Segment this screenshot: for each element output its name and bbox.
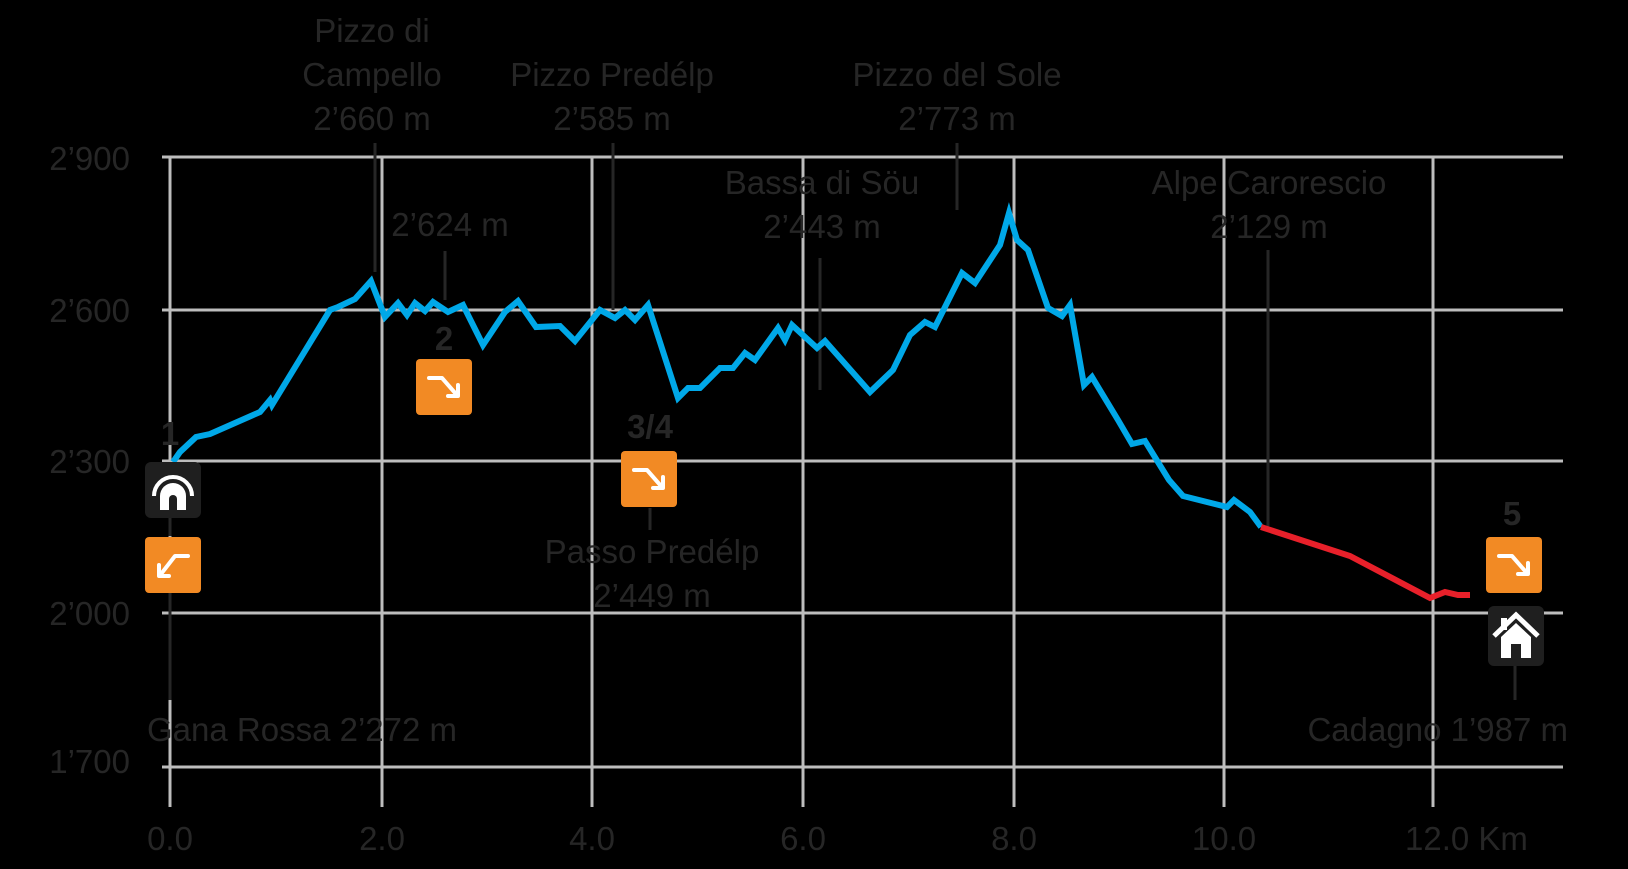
label-passo-1: Passo Predélp (545, 533, 760, 570)
x-tick: 0.0 (147, 820, 193, 857)
y-tick: 2’900 (49, 140, 130, 177)
label-predelp-2: 2’585 m (553, 100, 670, 137)
grid (162, 155, 1563, 807)
label-2624: 2’624 m (391, 206, 508, 243)
x-tick: 6.0 (780, 820, 826, 857)
label-sole-1: Pizzo del Sole (852, 56, 1061, 93)
label-caroresio-2: 2’129 m (1210, 208, 1327, 245)
label-passo-2: 2’449 m (593, 577, 710, 614)
x-tick: 10.0 (1192, 820, 1256, 857)
waypoint-numbers: 1 2 3/4 5 (161, 320, 1521, 532)
waypoint-2: 2 (435, 320, 453, 357)
y-tick: 1’700 (49, 743, 130, 780)
label-gana: Gana Rossa 2’272 m (147, 711, 457, 748)
arrow-turn-down-left-icon (157, 554, 190, 578)
x-tick: 8.0 (991, 820, 1037, 857)
label-predelp-1: Pizzo Predélp (510, 56, 714, 93)
profile-line-main (170, 202, 1264, 529)
turn-marker-5[interactable] (1486, 537, 1542, 593)
x-axis: 0.0 2.0 4.0 6.0 8.0 10.0 12.0 Km (147, 820, 1528, 857)
label-campello-3: 2’660 m (313, 100, 430, 137)
label-caroresio-1: Alpe Carorescio (1152, 164, 1387, 201)
profile-line-final (1260, 524, 1470, 602)
x-tick: 4.0 (569, 820, 615, 857)
arrow-turn-down-right-icon (1497, 554, 1530, 576)
tunnel-icon (152, 475, 194, 510)
start-marker[interactable] (145, 462, 201, 518)
x-tick: 2.0 (359, 820, 405, 857)
arrow-turn-down-right-icon (427, 376, 460, 398)
waypoint-1: 1 (161, 415, 179, 452)
waypoint-3-4: 3/4 (627, 408, 674, 445)
label-campello-2: Campello (302, 56, 441, 93)
turn-marker-3-4[interactable] (621, 451, 677, 507)
annotations: Pizzo di Campello 2’660 m Pizzo Predélp … (147, 12, 1568, 748)
y-tick: 2’300 (49, 443, 130, 480)
waypoint-5: 5 (1503, 495, 1521, 532)
arrow-turn-down-right-icon (632, 468, 665, 490)
label-bassa-1: Bassa di Söu (725, 164, 919, 201)
house-icon (1492, 611, 1540, 658)
label-sole-2: 2’773 m (898, 100, 1015, 137)
leader-lines (168, 143, 1517, 700)
label-campello-1: Pizzo di (314, 12, 430, 49)
y-axis: 2’900 2’600 2’300 2’000 1’700 (49, 140, 130, 780)
turn-marker-2[interactable] (416, 359, 472, 415)
y-tick: 2’600 (49, 292, 130, 329)
y-tick: 2’000 (49, 595, 130, 632)
label-bassa-2: 2’443 m (763, 208, 880, 245)
label-cadagno: Cadagno 1’987 m (1307, 711, 1568, 748)
x-tick: 12.0 Km (1405, 820, 1528, 857)
turn-marker-1[interactable] (145, 537, 201, 593)
end-marker[interactable] (1488, 606, 1544, 666)
